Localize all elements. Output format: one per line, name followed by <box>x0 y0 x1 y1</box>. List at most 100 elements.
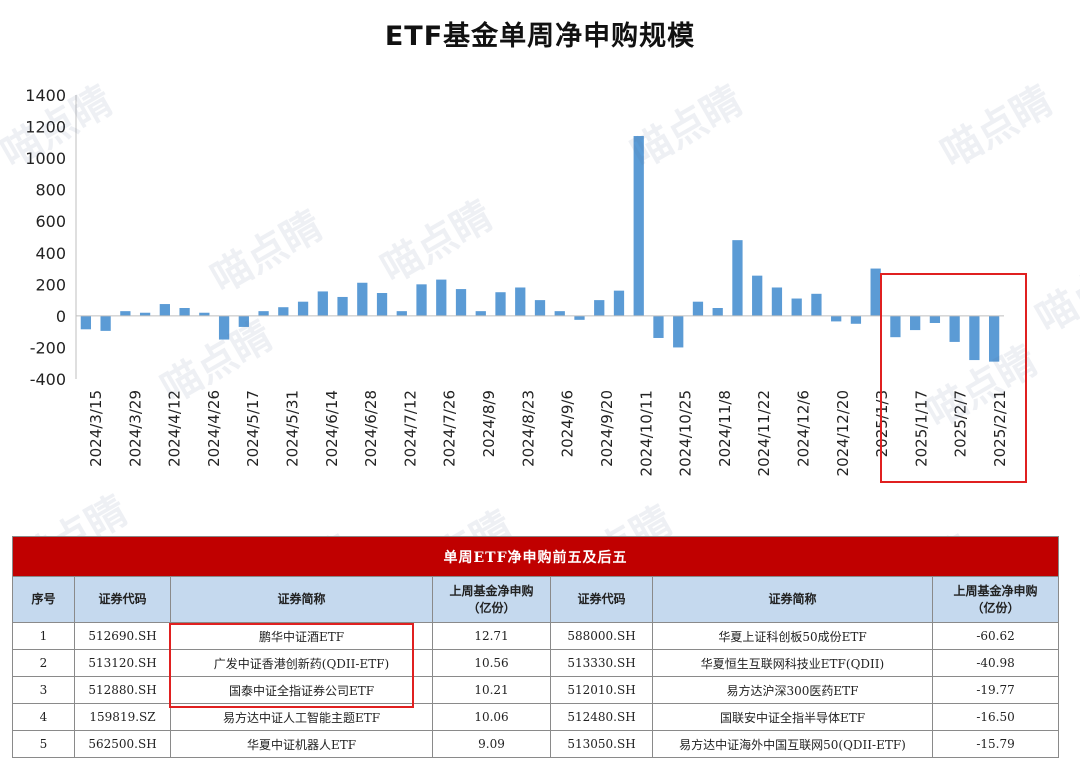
bar <box>120 311 131 316</box>
bar <box>554 311 565 316</box>
table-cell: 588000.SH <box>550 622 653 650</box>
x-tick-label: 2025/1/3 <box>873 390 891 457</box>
etf-table: 单周ETF净申购前五及后五 序号 证券代码 证券简称 上周基金净申购 （亿份） 证券代码… <box>11 536 1060 758</box>
bar <box>574 315 585 320</box>
x-tick-label: 2024/5/31 <box>284 390 302 467</box>
x-tick-label: 2024/10/11 <box>637 390 655 476</box>
table-header-cell: 上周基金净申购 （亿份） <box>931 576 1060 623</box>
table-header-cell: 上周基金净申购 （亿份） <box>432 576 551 623</box>
x-tick-label: 2024/4/26 <box>205 390 223 467</box>
table-cell: 易方达中证海外中国互联网50(QDII-ETF) <box>652 730 933 758</box>
table-cell: 10.56 <box>432 649 551 677</box>
x-tick-label: 2024/3/29 <box>126 390 144 467</box>
y-tick-label: 0 <box>56 307 66 326</box>
table-row: 5 562500.SH 华夏中证机器人ETF 9.09 513050.SH 易方达中证海外… <box>12 730 1060 758</box>
table-cell: 1 <box>12 622 75 650</box>
bar <box>831 315 842 322</box>
bar <box>850 315 862 324</box>
bar <box>515 287 526 316</box>
table-cell: 鹏华中证酒ETF <box>170 622 433 650</box>
table-cell: 512880.SH <box>74 676 171 704</box>
bar <box>594 300 605 316</box>
bar <box>278 307 289 316</box>
y-tick-label: 200 <box>35 275 66 294</box>
highlight-box-recent-weeks <box>880 273 1027 483</box>
x-tick-label: 2024/6/14 <box>323 390 341 467</box>
bar <box>969 315 980 361</box>
bar <box>811 293 822 316</box>
chart-title: ETF基金单周净申购规模 <box>384 21 696 52</box>
bar-chart: 1400 1200 1000 800 600 400 200 0 -200 -400 2024/3… <box>25 86 1009 476</box>
bar <box>416 284 427 316</box>
x-tick-label: 2024/9/6 <box>559 390 577 457</box>
bar <box>80 315 92 330</box>
table-cell: 华夏中证机器人ETF <box>170 730 433 758</box>
table-row: 4 159819.SZ 易方达中证人工智能主题ETF 10.06 512480.SH 国联… <box>12 703 1060 731</box>
bar <box>910 315 921 331</box>
bar <box>534 300 546 316</box>
table-cell: 512010.SH <box>550 676 653 704</box>
x-tick-label: 2024/7/12 <box>401 390 419 467</box>
x-tick-label: 2024/7/26 <box>441 390 459 467</box>
y-tick-label: 400 <box>35 244 66 263</box>
table-cell: 3 <box>12 676 75 704</box>
y-tick-label: 1200 <box>25 118 66 137</box>
table-title: 单周ETF净申购前五及后五 <box>11 536 1060 577</box>
x-tick-label: 2024/11/22 <box>755 390 773 476</box>
bar <box>179 308 190 316</box>
table-row: 1 512690.SH 鹏华中证酒ETF 12.71 588000.SH 华夏上证科创板5… <box>12 622 1060 650</box>
table-cell: 易方达沪深300医药ETF <box>652 676 933 704</box>
table-cell: 4 <box>12 703 75 731</box>
bar <box>495 292 506 316</box>
table-cell: 2 <box>12 649 75 677</box>
table-cell: 513330.SH <box>550 649 653 677</box>
x-tick-label: 2025/2/21 <box>991 390 1009 467</box>
x-tick-label: 2024/9/20 <box>598 390 616 467</box>
bar <box>771 287 783 316</box>
y-tick-label: 800 <box>35 181 66 200</box>
table-cell: -16.50 <box>931 703 1060 731</box>
x-tick-label: 2024/3/15 <box>87 390 105 467</box>
table-cell: 广发中证香港创新药(QDII-ETF) <box>170 649 433 677</box>
y-tick-label: 1400 <box>25 86 66 105</box>
bar <box>791 298 802 316</box>
table-cell: 国泰中证全指证券公司ETF <box>170 676 433 704</box>
bar <box>238 315 249 327</box>
x-tick-label: 2025/2/7 <box>952 390 970 457</box>
y-axis-ticks: 1400 1200 1000 800 600 400 200 0 -200 -400 <box>25 86 66 389</box>
bar <box>159 304 170 316</box>
y-tick-label: 1000 <box>25 149 66 168</box>
x-tick-label: 2024/12/20 <box>834 390 852 476</box>
bar <box>376 293 388 316</box>
table-cell: 12.71 <box>432 622 551 650</box>
table-cell: 513050.SH <box>550 730 653 758</box>
bar <box>436 279 447 316</box>
table-cell: 华夏恒生互联网科技业ETF(QDII) <box>652 649 933 677</box>
bar <box>692 301 704 316</box>
table-header-cell: 证券简称 <box>170 576 433 623</box>
x-tick-label: 2024/5/17 <box>244 390 262 467</box>
table-cell: -60.62 <box>931 622 1060 650</box>
bar <box>297 301 309 316</box>
y-tick-label: -200 <box>30 338 66 357</box>
bar <box>475 311 486 316</box>
table-cell: -19.77 <box>931 676 1060 704</box>
bar <box>732 240 743 316</box>
x-tick-label: 2024/12/6 <box>794 390 812 467</box>
bar <box>218 315 230 340</box>
x-tick-label: 2025/1/17 <box>912 390 930 467</box>
table-header-cell: 证券代码 <box>74 576 171 623</box>
table-cell: 9.09 <box>432 730 551 758</box>
table-cell: 562500.SH <box>74 730 171 758</box>
table-header-cell: 证券代码 <box>550 576 653 623</box>
table-cell: -40.98 <box>931 649 1060 677</box>
x-axis-ticks: 2024/3/15 2024/3/29 2024/4/12 2024/4/26 2024… <box>87 390 1009 476</box>
x-tick-label: 2024/8/23 <box>519 390 537 467</box>
y-tick-label: 600 <box>35 212 66 231</box>
table-cell: 5 <box>12 730 75 758</box>
bar <box>988 315 1000 362</box>
bar <box>949 315 960 342</box>
bar <box>100 315 111 331</box>
bar <box>752 275 763 316</box>
bar <box>199 312 210 316</box>
